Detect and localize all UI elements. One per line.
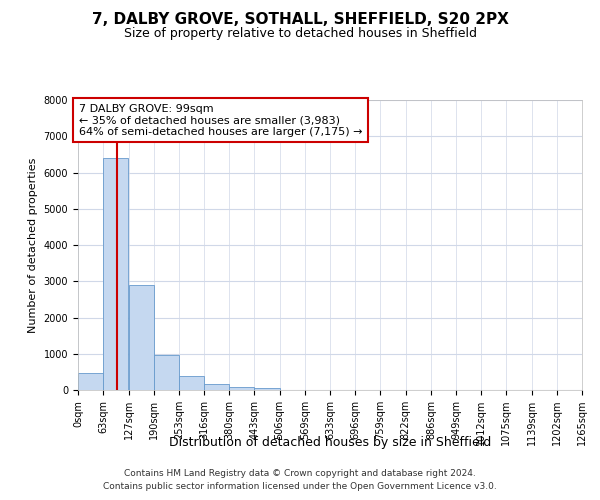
Bar [78, 372, 103, 390]
Bar [103, 158, 128, 390]
Text: Size of property relative to detached houses in Sheffield: Size of property relative to detached ho… [124, 28, 476, 40]
Text: 7 DALBY GROVE: 99sqm
← 35% of detached houses are smaller (3,983)
64% of semi-de: 7 DALBY GROVE: 99sqm ← 35% of detached h… [79, 104, 362, 137]
Bar [229, 386, 254, 390]
Y-axis label: Number of detached properties: Number of detached properties [28, 158, 38, 332]
Text: Contains HM Land Registry data © Crown copyright and database right 2024.
Contai: Contains HM Land Registry data © Crown c… [103, 470, 497, 491]
Bar [254, 388, 280, 390]
Bar [179, 376, 204, 390]
Text: Distribution of detached houses by size in Sheffield: Distribution of detached houses by size … [169, 436, 491, 449]
Bar [154, 355, 179, 390]
Bar [128, 285, 154, 390]
Bar [204, 384, 229, 390]
Text: 7, DALBY GROVE, SOTHALL, SHEFFIELD, S20 2PX: 7, DALBY GROVE, SOTHALL, SHEFFIELD, S20 … [92, 12, 508, 28]
